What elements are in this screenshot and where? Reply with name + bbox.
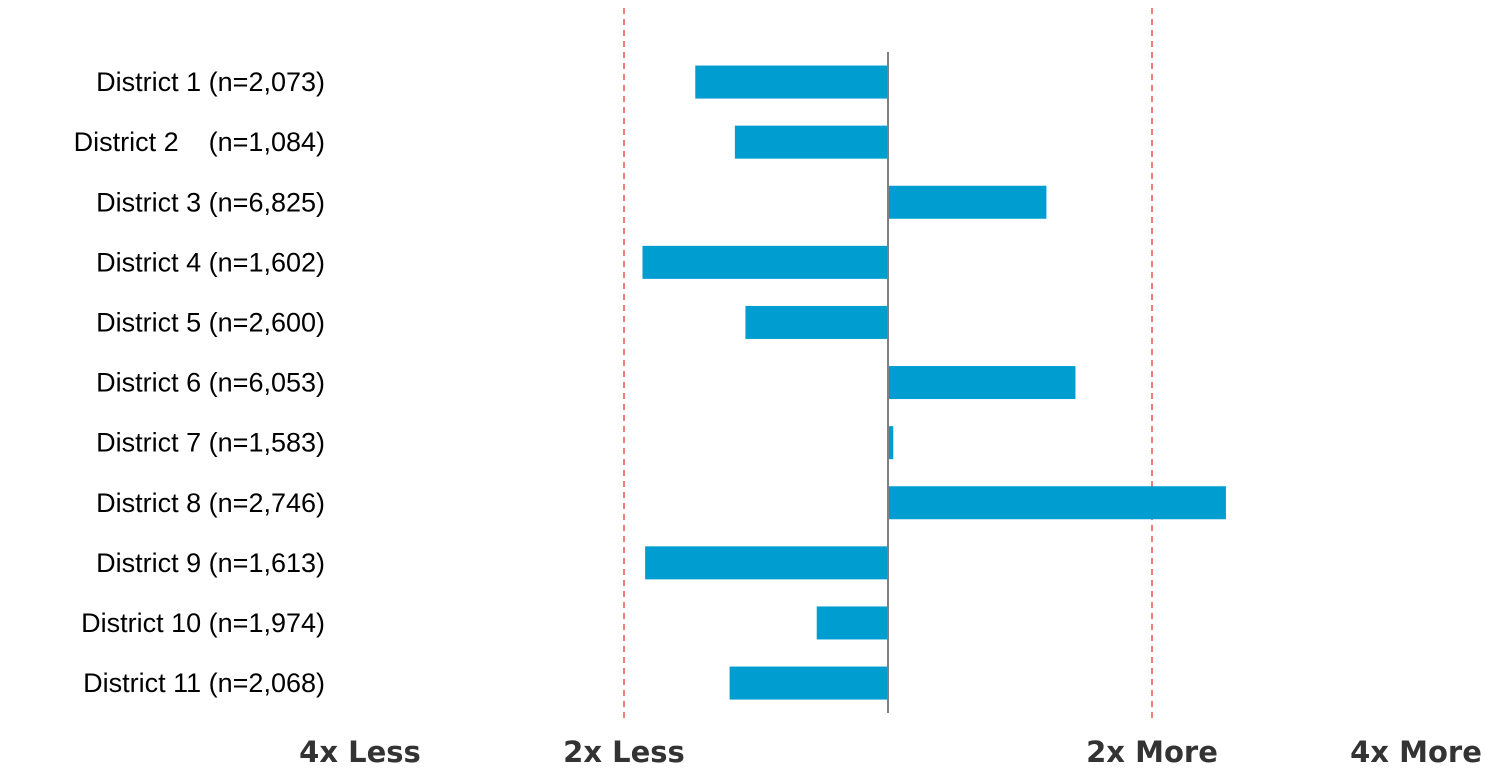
bar-district-7 — [888, 426, 894, 460]
category-label-district-6: District 6 (n=6,053) — [96, 368, 325, 398]
category-label-district-3: District 3 (n=6,825) — [96, 187, 325, 217]
reference-lines — [623, 8, 1153, 722]
category-label-district-9: District 9 (n=1,613) — [96, 548, 325, 578]
x-tick-label-4x-less: 4x Less — [299, 735, 421, 769]
category-label-district-5: District 5 (n=2,600) — [96, 307, 325, 337]
bar-district-1 — [695, 65, 888, 99]
x-tick-label-2x-more: 2x More — [1086, 735, 1218, 769]
category-label-district-7: District 7 (n=1,583) — [96, 428, 325, 458]
bar-district-10 — [816, 606, 888, 640]
bar-district-2 — [734, 125, 888, 159]
category-label-district-1: District 1 (n=2,073) — [96, 67, 325, 97]
bar-district-6 — [888, 366, 1076, 400]
bar-district-4 — [642, 245, 888, 279]
x-tick-label-2x-less: 2x Less — [563, 735, 685, 769]
x-tick-label-4x-more: 4x More — [1350, 735, 1482, 769]
category-labels: District 1 (n=2,073) District 2 (n=1,084)… — [74, 67, 325, 698]
category-label-district-4: District 4 (n=1,602) — [96, 247, 325, 277]
bars — [642, 65, 1226, 700]
category-label-district-2: District 2 (n=1,084) — [74, 127, 325, 157]
bar-district-8 — [888, 486, 1226, 520]
x-tick-labels: 4x Less 2x Less 2x More 4x More — [299, 735, 1482, 769]
bar-district-5 — [745, 305, 888, 339]
bar-district-3 — [888, 185, 1047, 219]
bar-district-11 — [729, 666, 888, 700]
bar-district-9 — [645, 546, 888, 580]
category-label-district-10: District 10 (n=1,974) — [81, 608, 325, 638]
category-label-district-11: District 11 (n=2,068) — [83, 668, 325, 698]
category-label-district-8: District 8 (n=2,746) — [96, 488, 325, 518]
